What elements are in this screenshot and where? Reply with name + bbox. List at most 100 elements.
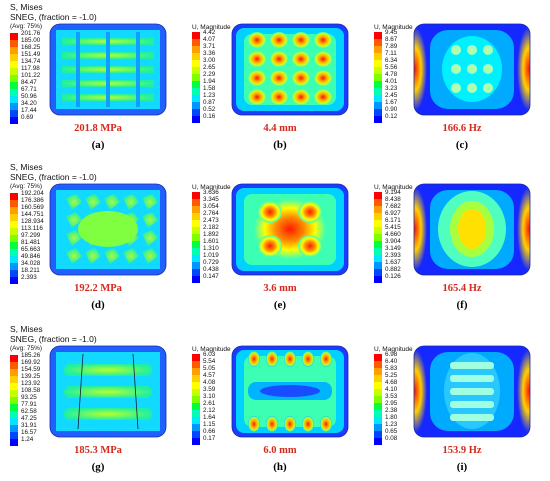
legend-swatch xyxy=(374,410,382,417)
legend-swatch xyxy=(10,68,18,75)
legend-swatch xyxy=(10,193,18,200)
legend-swatch xyxy=(374,382,382,389)
legend-header-line: (Avg: 75%) xyxy=(10,345,43,352)
legend-value: 3.59 xyxy=(203,386,216,393)
legend-swatch xyxy=(192,116,200,123)
legend-value: 139.25 xyxy=(21,373,41,380)
legend-swatch xyxy=(10,432,18,439)
legend-value: 0.882 xyxy=(385,266,401,273)
legend-swatch xyxy=(374,116,382,123)
legend-value: 101.22 xyxy=(21,72,41,79)
legend-swatch xyxy=(192,206,200,213)
legend-value: 65.663 xyxy=(21,246,41,253)
legend-value: 2.95 xyxy=(385,400,398,407)
legend-value: 0.66 xyxy=(203,428,216,435)
legend-value: 34.20 xyxy=(21,100,37,107)
legend-value: 8.438 xyxy=(385,196,401,203)
legend-value: 2.29 xyxy=(203,71,216,78)
legend-swatch xyxy=(374,431,382,438)
legend-value: 1.892 xyxy=(203,231,219,238)
contour-plot-i xyxy=(413,345,531,438)
panel-f: U, Magnitude 9.194 8.438 7.682 6.927 6.171 5.4… xyxy=(372,160,550,315)
legend-swatch xyxy=(374,60,382,67)
panel-label: (a) xyxy=(91,139,105,151)
panel-c: U, Magnitude 9.45 8.67 7.89 7.11 6.34 5.56 4.78… xyxy=(372,0,550,155)
legend-value: 0.729 xyxy=(203,259,219,266)
legend-value: 154.59 xyxy=(21,366,41,373)
legend-swatch xyxy=(374,276,382,283)
legend-value: 6.171 xyxy=(385,217,401,224)
legend-value: 2.38 xyxy=(385,407,398,414)
panel-a: S, Mises SNEG, (fraction = -1.0) (Avg: 75%… xyxy=(8,0,188,155)
legend-value: 3.636 xyxy=(203,189,219,196)
legend-value: 7.11 xyxy=(385,50,397,57)
legend-header-line: U, Magnitude xyxy=(192,346,231,353)
legend-value: 123.92 xyxy=(21,380,41,387)
result-value: 192.2 MPa xyxy=(74,283,122,294)
legend-swatch xyxy=(374,213,382,220)
legend-value: 2.473 xyxy=(203,217,219,224)
legend-swatch xyxy=(10,404,18,411)
legend-swatch xyxy=(10,200,18,207)
legend-value: 113.116 xyxy=(21,225,43,232)
legend-value: 49.846 xyxy=(21,253,41,260)
legend-value: 185.26 xyxy=(21,352,41,359)
legend-swatch xyxy=(10,439,18,446)
legend-value: 6.34 xyxy=(385,57,398,64)
legend-swatch xyxy=(10,228,18,235)
legend-value: 8.67 xyxy=(385,36,398,43)
legend-swatch xyxy=(192,95,200,102)
legend-swatch xyxy=(10,54,18,61)
legend-value: 47.25 xyxy=(21,415,37,422)
legend-value: 3.71 xyxy=(203,43,216,50)
legend-swatch xyxy=(192,227,200,234)
legend-value: 5.83 xyxy=(385,365,398,372)
legend-swatch xyxy=(374,368,382,375)
legend-value: 134.74 xyxy=(21,58,41,65)
result-value: 3.6 mm xyxy=(263,283,297,294)
legend-header: S, Mises SNEG, (fraction = -1.0) (Avg: 75%… xyxy=(10,162,97,192)
legend-swatch xyxy=(192,262,200,269)
legend-value: 0.147 xyxy=(203,273,219,280)
legend-swatch xyxy=(192,39,200,46)
legend-swatch xyxy=(192,417,200,424)
legend-swatch xyxy=(192,32,200,39)
legend-value: 128.934 xyxy=(21,218,44,225)
legend-value: 77.91 xyxy=(21,401,37,408)
legend-value: 0.126 xyxy=(385,273,401,280)
legend-swatch xyxy=(10,256,18,263)
legend-value: 2.65 xyxy=(203,64,216,71)
legend-value: 2.45 xyxy=(385,92,398,99)
legend-swatch xyxy=(374,375,382,382)
legend-swatch xyxy=(10,277,18,284)
legend-value: 0.17 xyxy=(203,435,216,442)
legend-value: 3.10 xyxy=(203,393,216,400)
legend-swatch xyxy=(192,192,200,199)
legend-value: 7.682 xyxy=(385,203,401,210)
legend-swatch xyxy=(374,241,382,248)
legend-value: 151.49 xyxy=(21,51,41,58)
legend-swatch xyxy=(192,438,200,445)
panel-label: (h) xyxy=(273,461,287,473)
legend-swatch xyxy=(374,389,382,396)
legend-value: 16.57 xyxy=(21,429,37,436)
legend-header: S, Mises SNEG, (fraction = -1.0) (Avg: 75%… xyxy=(10,324,97,354)
legend-swatch xyxy=(374,199,382,206)
legend-value: 144.751 xyxy=(21,211,44,218)
panel-label: (c) xyxy=(455,139,469,151)
legend-value: 108.58 xyxy=(21,387,41,394)
legend-swatch xyxy=(10,425,18,432)
legend-swatch xyxy=(192,424,200,431)
legend-swatch xyxy=(192,88,200,95)
legend-header: U, Magnitude xyxy=(374,184,413,192)
legend-value: 1.58 xyxy=(203,85,216,92)
legend-value: 2.764 xyxy=(203,210,219,217)
result-value: 166.6 Hz xyxy=(442,123,482,134)
legend-value: 2.182 xyxy=(203,224,219,231)
legend-value: 160.569 xyxy=(21,204,44,211)
legend-value: 192.204 xyxy=(21,190,44,197)
legend-swatch xyxy=(10,376,18,383)
legend-value: 50.96 xyxy=(21,93,37,100)
panel-g: S, Mises SNEG, (fraction = -1.0) (Avg: 75%… xyxy=(8,322,188,477)
legend-swatch xyxy=(10,411,18,418)
